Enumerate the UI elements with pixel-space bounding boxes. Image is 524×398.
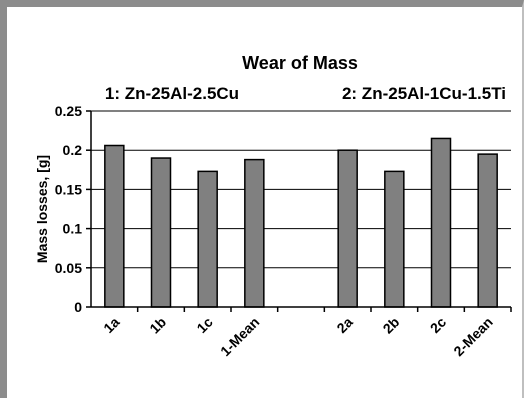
x-tick-label: 1c: [193, 314, 215, 336]
bar-1-Mean: [244, 158, 265, 308]
x-tick-label: 1b: [146, 314, 169, 337]
bar-1c: [197, 170, 218, 308]
bar-2-Mean: [477, 153, 498, 308]
x-tick-labels: 1a 1b 1c 1-Mean 2a 2b 2c 2-Mean: [100, 307, 512, 359]
y-tick-label: 0.05: [55, 260, 82, 276]
bar-2a: [337, 149, 358, 308]
bar-2b: [384, 170, 405, 308]
x-tick-label: 2-Mean: [450, 314, 495, 359]
y-tick-label: 0.25: [55, 103, 82, 119]
bar-2c: [430, 137, 452, 308]
x-tick-label: 1a: [100, 314, 122, 336]
bar-1a: [104, 144, 125, 308]
y-axis-label: Mass losses, [g]: [34, 155, 50, 263]
chart-subtitle-series-2: 2: Zn-25Al-1Cu-1.5Ti: [342, 84, 506, 103]
bars: [104, 137, 498, 308]
x-tick-label: 1-Mean: [217, 314, 262, 359]
bar-1b: [150, 157, 172, 308]
y-tick-labels: 0 0.05 0.1 0.15 0.2 0.25: [55, 103, 91, 315]
y-tick-label: 0.15: [55, 181, 82, 197]
x-tick-label: 2c: [427, 314, 449, 336]
y-tick-label: 0.2: [63, 142, 83, 158]
axes: [90, 111, 511, 308]
chart-title: Wear of Mass: [242, 53, 358, 73]
y-tick-label: 0.1: [63, 221, 83, 237]
x-tick-label: 2b: [380, 314, 403, 337]
chart-subtitle-series-1: 1: Zn-25Al-2.5Cu: [105, 84, 239, 103]
x-tick-label: 2a: [333, 314, 355, 336]
y-tick-label: 0: [74, 299, 82, 315]
